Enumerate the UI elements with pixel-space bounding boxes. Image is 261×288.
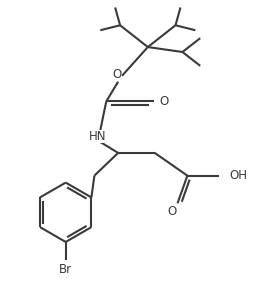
Text: O: O: [160, 95, 169, 108]
Text: HN: HN: [88, 130, 106, 143]
Text: O: O: [112, 68, 122, 81]
Text: Br: Br: [59, 263, 72, 276]
Text: OH: OH: [229, 169, 247, 182]
Text: O: O: [167, 205, 176, 218]
